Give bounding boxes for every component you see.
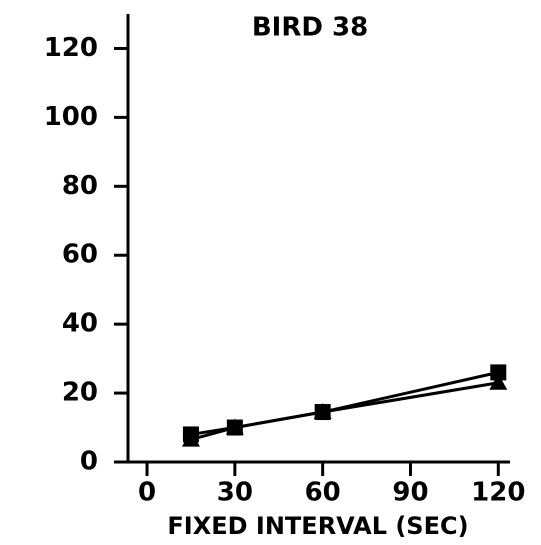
x-tick-label: 0	[138, 478, 156, 508]
y-tick-label: 80	[62, 171, 98, 201]
y-tick-label: 20	[62, 378, 98, 408]
x-tick-label: 30	[217, 478, 253, 508]
marker	[489, 373, 508, 390]
x-tick-label: 60	[305, 478, 341, 508]
marker	[225, 418, 244, 435]
marker	[181, 430, 200, 447]
y-tick-label: 120	[44, 33, 98, 63]
y-tick-label: 40	[62, 309, 98, 339]
series-line	[190, 381, 499, 442]
y-tick-label: 0	[80, 447, 98, 477]
y-tick-label: 100	[44, 102, 98, 132]
chart-title: BIRD 38	[252, 13, 368, 43]
marker	[313, 403, 332, 420]
y-tick-label: 60	[62, 240, 98, 270]
x-axis-label: FIXED INTERVAL (SEC)	[167, 512, 468, 540]
x-tick-label: 90	[392, 478, 428, 508]
x-tick-label: 120	[471, 478, 525, 508]
marker	[490, 364, 507, 381]
